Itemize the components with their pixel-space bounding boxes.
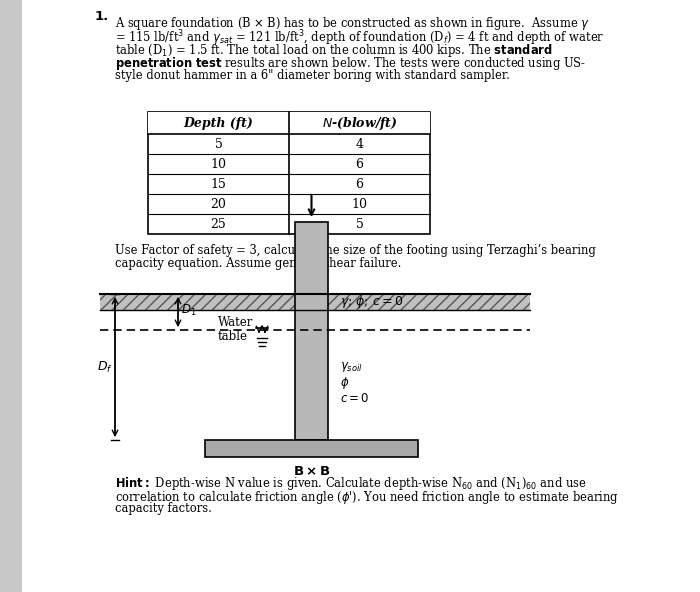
Text: Water: Water bbox=[218, 316, 253, 329]
Text: table: table bbox=[218, 330, 248, 343]
Bar bbox=[100, 294, 295, 310]
Text: capacity factors.: capacity factors. bbox=[115, 502, 212, 515]
Text: 10: 10 bbox=[351, 198, 368, 211]
Text: 5: 5 bbox=[215, 137, 223, 150]
Text: $\gamma_{soil}$: $\gamma_{soil}$ bbox=[340, 360, 363, 374]
Bar bbox=[148, 112, 430, 134]
Text: 10: 10 bbox=[211, 157, 227, 170]
Text: 6: 6 bbox=[356, 157, 363, 170]
Text: 15: 15 bbox=[211, 178, 226, 191]
Text: correlation to calculate friction angle ($\phi$'). You need friction angle to es: correlation to calculate friction angle … bbox=[115, 488, 619, 506]
Text: 25: 25 bbox=[211, 217, 226, 230]
Text: $D_1$: $D_1$ bbox=[181, 303, 197, 317]
Text: $D_f$: $D_f$ bbox=[97, 359, 113, 375]
Text: $\bf{B \times B}$: $\bf{B \times B}$ bbox=[293, 465, 330, 478]
Text: A square foundation (B $\times$ B) has to be constructed as shown in figure.  As: A square foundation (B $\times$ B) has t… bbox=[115, 15, 590, 32]
Text: 20: 20 bbox=[211, 198, 226, 211]
Text: 6: 6 bbox=[356, 178, 363, 191]
Text: Depth (ft): Depth (ft) bbox=[183, 117, 253, 130]
Text: capacity equation. Assume general shear failure.: capacity equation. Assume general shear … bbox=[115, 258, 401, 271]
Text: $\bf{penetration}$ $\bf{test}$ results are shown below. The tests were conducted: $\bf{penetration}$ $\bf{test}$ results a… bbox=[115, 56, 586, 72]
Bar bbox=[328, 294, 530, 310]
Bar bbox=[328, 294, 530, 310]
Bar bbox=[100, 294, 295, 310]
Bar bbox=[0, 0, 22, 592]
Text: 1.: 1. bbox=[95, 10, 109, 23]
Text: 5: 5 bbox=[356, 217, 363, 230]
Text: $\bf{Hint:}$ Depth-wise N value is given. Calculate depth-wise N$_{60}$ and (N$_: $\bf{Hint:}$ Depth-wise N value is given… bbox=[115, 475, 587, 492]
Text: $\gamma$; $\phi$; $c = 0$: $\gamma$; $\phi$; $c = 0$ bbox=[340, 294, 403, 310]
Text: = 115 lb/ft$^3$ and $\gamma_{sat}$ = 121 lb/ft$^3$, depth of foundation (D$_f$) : = 115 lb/ft$^3$ and $\gamma_{sat}$ = 121… bbox=[115, 28, 604, 48]
Text: $N$-(blow/ft): $N$-(blow/ft) bbox=[321, 114, 398, 131]
Bar bbox=[205, 440, 418, 457]
Text: style donut hammer in a 6" diameter boring with standard sampler.: style donut hammer in a 6" diameter bori… bbox=[115, 69, 510, 82]
Text: Use Factor of safety = 3, calculate the size of the footing using Terzaghi’s bea: Use Factor of safety = 3, calculate the … bbox=[115, 244, 596, 257]
Text: $\phi$: $\phi$ bbox=[340, 375, 349, 391]
Bar bbox=[148, 112, 430, 234]
Text: $c = 0$: $c = 0$ bbox=[340, 392, 370, 406]
Text: 4: 4 bbox=[356, 137, 363, 150]
Bar bbox=[295, 222, 328, 440]
Text: table (D$_1$) = 1.5 ft. The total load on the column is 400 kips. The $\bf{stand: table (D$_1$) = 1.5 ft. The total load o… bbox=[115, 42, 553, 59]
